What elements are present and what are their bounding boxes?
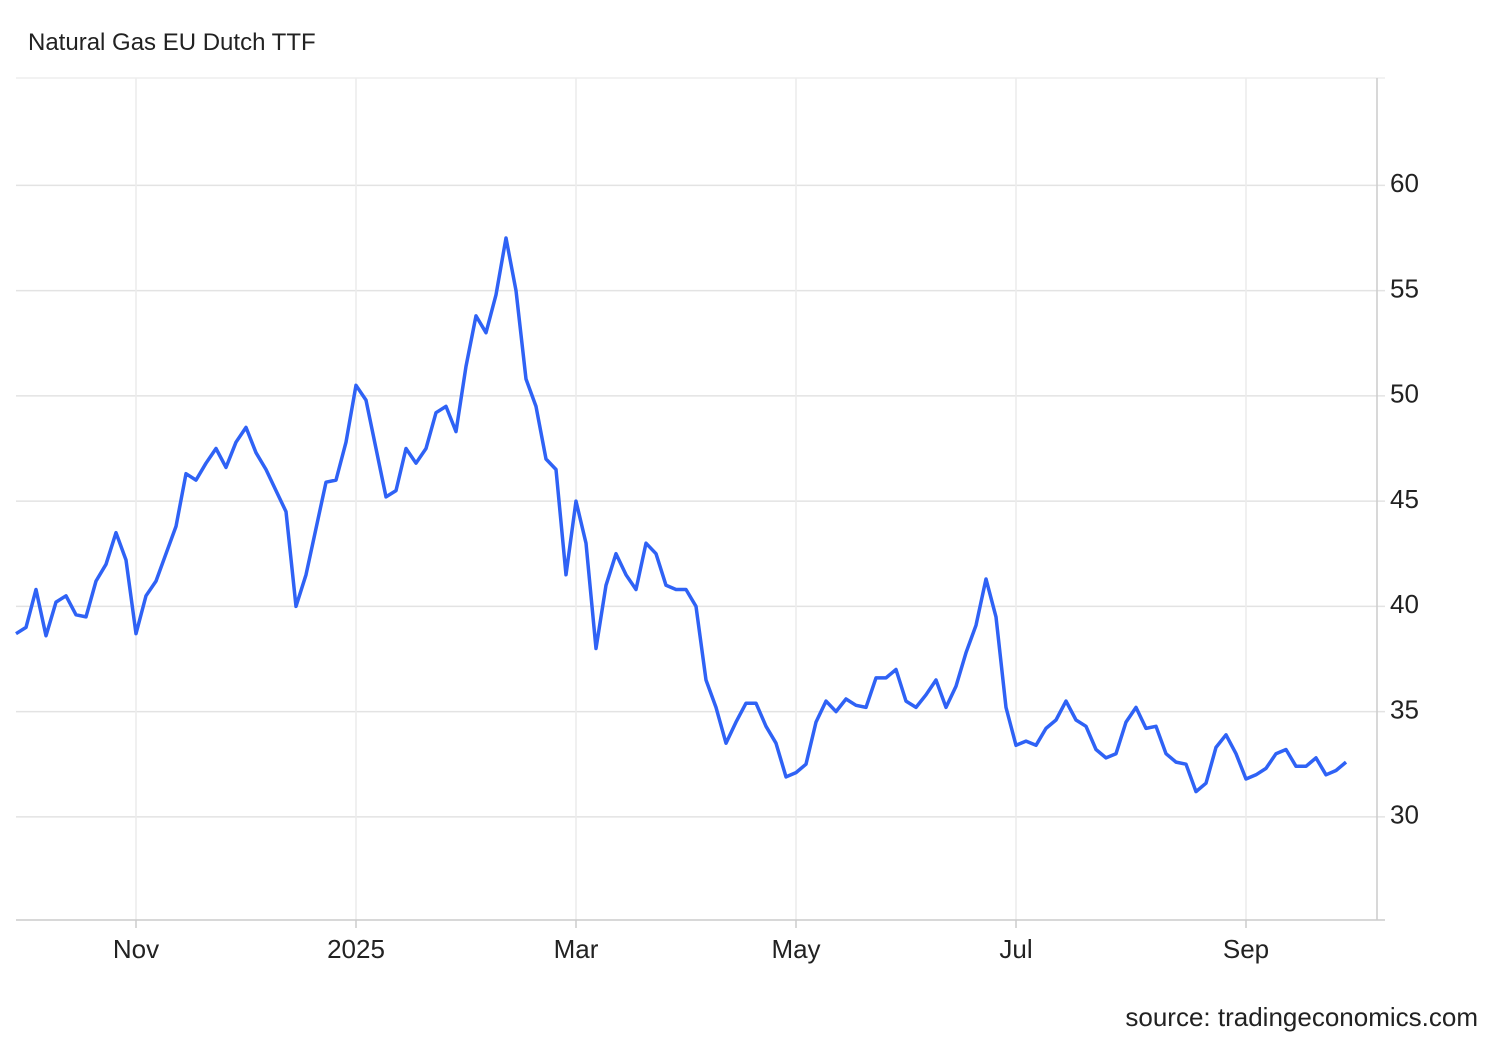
price-line: [15, 236, 1348, 794]
chart-title: Natural Gas EU Dutch TTF: [28, 29, 316, 56]
x-tick-label: Mar: [554, 934, 599, 964]
x-tick-label: Sep: [1223, 934, 1269, 964]
y-tick-label: 35: [1390, 694, 1419, 724]
y-tick-label: 40: [1390, 589, 1419, 619]
x-tick-label: Nov: [113, 934, 159, 964]
y-tick-label: 45: [1390, 484, 1419, 514]
y-tick-label: 50: [1390, 379, 1419, 409]
y-tick-label: 30: [1390, 800, 1419, 830]
x-tick-label: 2025: [327, 934, 385, 964]
y-tick-label: 60: [1390, 168, 1419, 198]
x-tick-label: Jul: [999, 934, 1032, 964]
x-tick-label: May: [771, 934, 820, 964]
y-tick-label: 55: [1390, 273, 1419, 303]
source-note: source: tradingeconomics.com: [1125, 1002, 1478, 1032]
